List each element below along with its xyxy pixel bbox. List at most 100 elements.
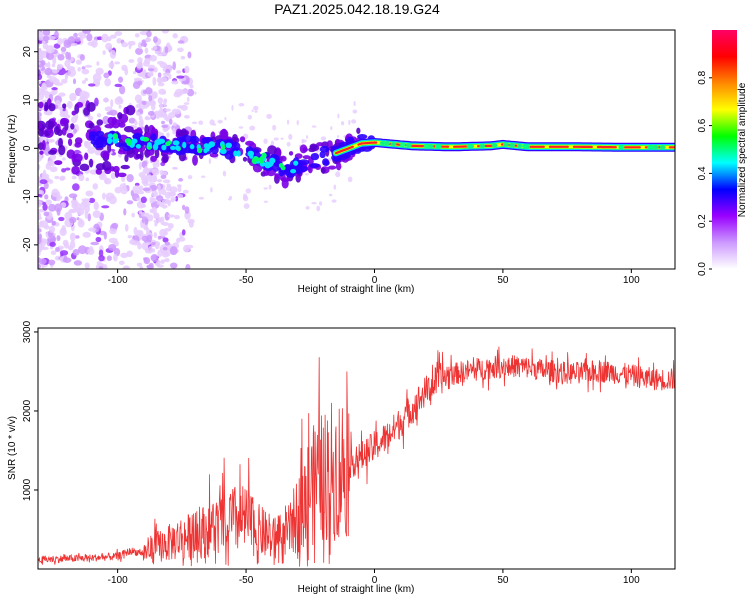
noise-blob: [311, 201, 317, 205]
noise-blob: [177, 193, 184, 199]
noise-blob: [110, 172, 116, 180]
noise-blob: [82, 30, 91, 34]
noise-blob: [157, 235, 162, 240]
noise-blob: [348, 119, 351, 126]
signal-blob: [120, 164, 130, 170]
noise-blob: [177, 105, 183, 109]
noise-blob: [96, 113, 102, 118]
noise-blob: [185, 264, 191, 269]
noise-blob: [328, 193, 333, 197]
noise-blob: [116, 96, 122, 103]
noise-blob: [178, 177, 184, 182]
noise-blob: [38, 227, 42, 233]
noise-blob: [157, 60, 165, 65]
noise-blob: [91, 39, 98, 48]
snr-series-line: [38, 346, 675, 567]
noise-blob: [86, 33, 93, 42]
signal-blob: [39, 150, 44, 155]
noise-blob: [64, 59, 71, 68]
noise-blob: [103, 72, 110, 79]
signal-core: [142, 137, 150, 142]
signal-blob: [114, 142, 124, 148]
noise-blob: [85, 177, 90, 182]
noise-blob: [140, 175, 148, 182]
signal-blob: [74, 137, 83, 145]
tone-speckle: [522, 144, 529, 149]
signal-blob: [245, 140, 255, 146]
noise-blob: [161, 198, 170, 205]
noise-blob: [59, 250, 69, 256]
signal-core: [233, 150, 238, 157]
snr-xlabel: Height of straight line (km): [298, 584, 415, 595]
noise-blob: [134, 94, 142, 103]
noise-blob: [38, 264, 42, 269]
noise-blob: [83, 140, 88, 146]
noise-blob: [351, 119, 357, 124]
noise-blob: [135, 47, 144, 55]
signal-blob: [123, 125, 134, 133]
noise-blob: [305, 206, 310, 210]
noise-blob: [182, 244, 190, 253]
signal-blob: [144, 124, 150, 135]
noise-blob: [164, 211, 170, 221]
noise-blob: [50, 250, 57, 256]
noise-blob: [132, 185, 142, 193]
noise-blob: [141, 179, 147, 185]
noise-blob: [159, 112, 168, 118]
signal-core: [261, 152, 267, 159]
noise-blob: [163, 230, 168, 236]
signal-blob: [187, 148, 196, 154]
noise-blob: [191, 121, 198, 125]
noise-blob: [87, 146, 96, 155]
noise-blob: [63, 39, 72, 48]
noise-blob: [231, 104, 234, 111]
noise-blob: [176, 75, 185, 79]
noise-blob: [208, 158, 212, 165]
noise-blob: [331, 199, 337, 203]
signal-blob: [219, 129, 229, 140]
signal-blob: [59, 118, 67, 127]
noise-blob: [61, 168, 67, 173]
noise-blob: [141, 235, 149, 242]
noise-blob: [159, 102, 163, 110]
signal-core: [175, 145, 180, 151]
noise-blob: [335, 171, 341, 178]
noise-blob: [118, 260, 125, 266]
noise-blob: [217, 119, 223, 124]
noise-blob: [353, 100, 356, 107]
noise-blob: [137, 80, 143, 86]
noise-blob: [118, 85, 126, 95]
snr-panel: -100 -50 0 50 100 1000 2000 3000 Height of str…: [7, 320, 676, 595]
noise-blob: [154, 242, 160, 250]
noise-blob: [71, 202, 78, 207]
signal-core: [189, 144, 195, 150]
noise-blob: [138, 210, 143, 214]
noise-blob: [51, 188, 60, 198]
noise-blob: [146, 264, 153, 269]
tone-speckle: [427, 144, 434, 149]
signal-blob: [110, 166, 115, 172]
noise-blob: [87, 247, 95, 256]
noise-blob: [151, 168, 160, 176]
noise-blob: [169, 246, 178, 256]
noise-blob: [187, 174, 193, 180]
noise-blob: [42, 35, 50, 42]
noise-blob: [72, 183, 80, 191]
noise-blob: [102, 50, 106, 55]
noise-blob: [104, 78, 112, 87]
colorbar-tick-label: 0.2: [697, 214, 708, 228]
noise-blob: [66, 100, 73, 109]
noise-blob: [140, 42, 148, 47]
noise-blob: [152, 36, 158, 43]
signal-blob: [321, 167, 326, 174]
noise-blob: [69, 208, 75, 213]
noise-blob: [263, 200, 269, 203]
noise-blob: [51, 220, 57, 226]
signal-blob: [48, 150, 57, 155]
noise-blob: [95, 81, 101, 86]
signal-blob: [73, 153, 83, 163]
tone-speckle: [468, 144, 475, 149]
noise-blob: [128, 59, 135, 63]
noise-blob: [69, 92, 77, 102]
